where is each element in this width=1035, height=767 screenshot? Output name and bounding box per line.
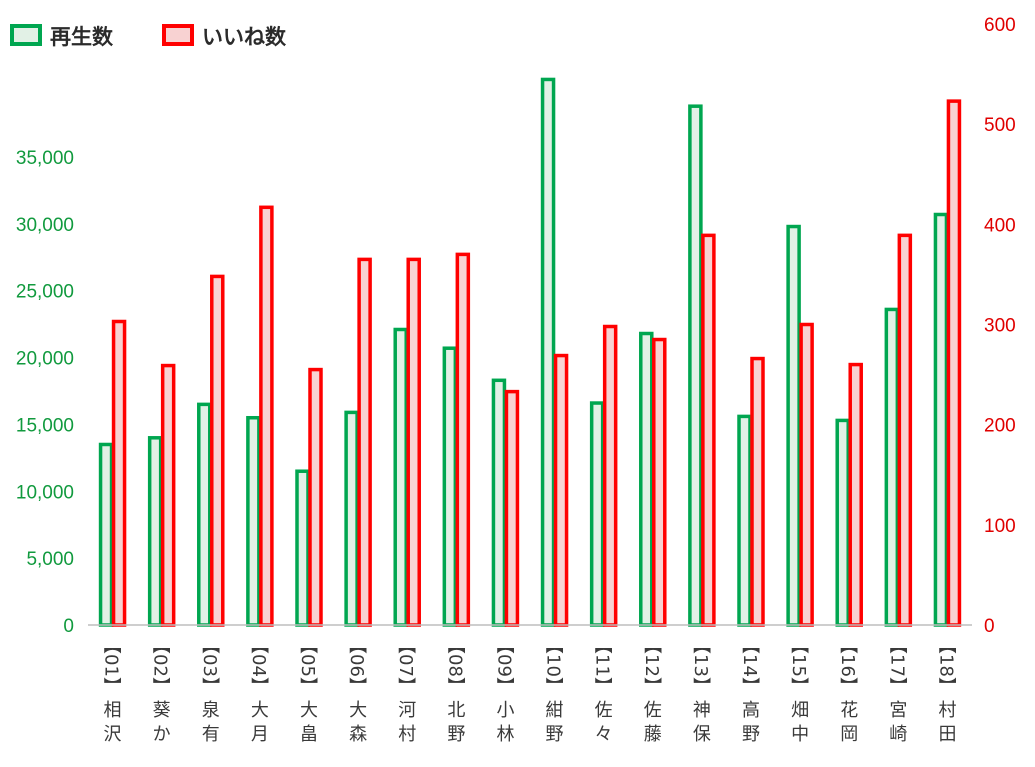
bar-likes [848, 362, 863, 627]
bar-plays [295, 469, 310, 627]
bar-likes [308, 367, 323, 627]
category-name-label: 葵か [153, 700, 171, 745]
bar-plays [246, 415, 261, 627]
category-name-label: 花岡 [840, 700, 858, 745]
bar-plays [147, 436, 163, 627]
right-axis-tick-label: 0 [984, 616, 995, 637]
category-code-label: 【05】 [297, 636, 318, 695]
bar-likes [897, 233, 913, 627]
category-code-label: 【11】 [592, 636, 613, 695]
category-code-label: 【12】 [641, 636, 662, 695]
right-axis: 0 100 200 300 400 500 600 [984, 15, 1016, 637]
legend-swatch [10, 24, 42, 46]
bar-likes [455, 252, 471, 627]
bar-plays [835, 418, 850, 627]
bar-plays [491, 378, 507, 627]
bar-plays [540, 77, 556, 627]
bar-likes [406, 257, 421, 627]
right-axis-tick-label: 600 [984, 15, 1016, 36]
legend: 再生数 いいね数 [10, 24, 287, 49]
bar-plays [933, 212, 949, 627]
category-code-label: 【08】 [444, 636, 465, 695]
left-axis-tick-label: 10,000 [16, 482, 74, 503]
left-axis-tick-label: 0 [63, 616, 74, 637]
bar-plays [197, 402, 212, 627]
category-code-label: 【07】 [395, 636, 416, 695]
left-axis-tick-label: 20,000 [16, 349, 74, 370]
bars [98, 77, 962, 627]
category-name-label: 神保 [693, 700, 711, 745]
bar-plays [344, 410, 359, 627]
left-axis: 0 5,000 10,000 15,000 20,000 25,000 30,000 35,0… [16, 148, 74, 637]
bar-plays [639, 331, 654, 627]
category-code-label: 【01】 [101, 636, 122, 695]
bar-likes [504, 389, 520, 627]
category-name-label: 畑中 [791, 700, 809, 745]
bar-likes [111, 319, 127, 627]
bar-likes [602, 324, 618, 627]
category-code-label: 【17】 [886, 636, 907, 695]
category-code-label: 【02】 [150, 636, 171, 695]
legend-label: 再生数 [50, 25, 114, 49]
bar-plays [393, 327, 408, 627]
category-code-label: 【14】 [739, 636, 760, 695]
category-name-label: 北野 [447, 700, 465, 745]
legend-swatch [162, 24, 194, 46]
left-axis-tick-label: 30,000 [16, 215, 74, 236]
category-code-label: 【15】 [788, 636, 809, 695]
category-code-label: 【06】 [346, 636, 367, 695]
category-name-label: 河村 [398, 700, 416, 745]
category-name-label: 大畠 [300, 700, 318, 745]
bar-likes [652, 337, 667, 627]
category-labels: 【01】相沢 【02】葵か 【03】泉有 【04】大月 【05】大畠 【06】大森 【07】… [101, 636, 957, 745]
category-code-label: 【10】 [543, 636, 564, 695]
category-name-label: 高野 [742, 700, 760, 745]
category-name-label: 村田 [938, 700, 956, 745]
right-axis-tick-label: 100 [984, 516, 1016, 537]
category-name-label: 相沢 [104, 700, 122, 745]
legend-label: いいね数 [202, 25, 287, 49]
bar-plays [884, 307, 900, 627]
bar-plays [589, 401, 605, 627]
category-name-label: 佐藤 [644, 700, 662, 745]
bar-likes [160, 363, 176, 627]
bar-likes [946, 99, 962, 627]
bar-plays [688, 104, 703, 627]
category-name-label: 泉有 [202, 700, 220, 745]
category-name-label: 大森 [349, 700, 367, 745]
bar-likes [553, 353, 569, 627]
category-code-label: 【13】 [690, 636, 711, 695]
category-code-label: 【04】 [248, 636, 269, 695]
bar-likes [701, 233, 716, 627]
left-axis-tick-label: 15,000 [16, 415, 74, 436]
bar-likes [357, 257, 372, 627]
bar-plays [737, 414, 752, 627]
category-code-label: 【03】 [199, 636, 220, 695]
left-axis-tick-label: 5,000 [26, 549, 74, 570]
left-axis-tick-label: 35,000 [16, 148, 74, 169]
right-axis-tick-label: 400 [984, 215, 1016, 236]
category-name-label: 小林 [496, 700, 514, 745]
category-name-label: 佐々 [595, 700, 613, 745]
bar-plays [786, 224, 801, 627]
bar-likes [799, 322, 814, 627]
bar-likes [750, 356, 765, 627]
category-name-label: 宮崎 [889, 700, 907, 745]
bar-plays [98, 442, 114, 627]
category-name-label: 紺野 [546, 700, 564, 745]
bar-likes [210, 274, 225, 627]
right-axis-tick-label: 200 [984, 416, 1016, 437]
right-axis-tick-label: 500 [984, 115, 1016, 136]
category-code-label: 【16】 [837, 636, 858, 695]
left-axis-tick-label: 25,000 [16, 282, 74, 303]
category-code-label: 【09】 [493, 636, 514, 695]
bar-plays [442, 346, 458, 627]
right-axis-tick-label: 300 [984, 316, 1016, 337]
category-name-label: 大月 [251, 700, 269, 745]
category-code-label: 【18】 [935, 636, 956, 695]
bar-likes [259, 205, 274, 627]
